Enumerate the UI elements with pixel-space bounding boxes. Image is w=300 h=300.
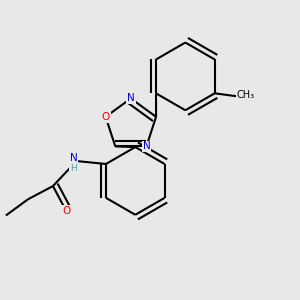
Text: CH₃: CH₃ [236, 90, 255, 100]
Text: N: N [70, 153, 77, 163]
Text: H: H [70, 164, 77, 173]
Text: O: O [62, 206, 70, 216]
Text: N: N [127, 94, 135, 103]
Text: N: N [142, 141, 150, 152]
Text: O: O [101, 112, 110, 122]
